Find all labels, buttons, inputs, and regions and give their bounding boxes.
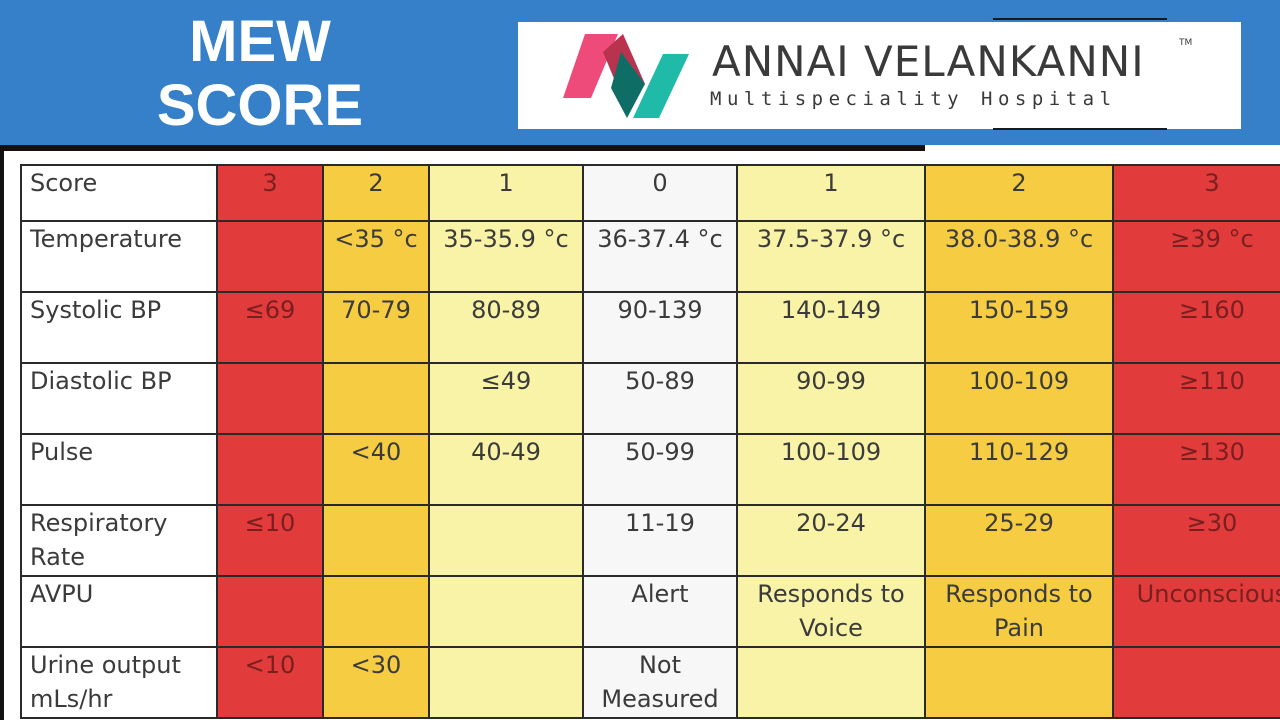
table-cell: 50-89 [582,362,738,435]
header-cell: 1 [736,164,926,222]
table-row: Diastolic BP ≤49 50-89 90-99 100-109 ≥11… [20,362,1280,435]
table-cell [736,646,926,719]
table-cell [216,362,324,435]
row-label: Systolic BP [20,291,218,364]
table-cell: ≤69 [216,291,324,364]
table-cell: 150-159 [924,291,1114,364]
table-cell: <35 °c [322,220,430,293]
table-cell [1112,646,1280,719]
table-cell [216,220,324,293]
row-label: Temperature [20,220,218,293]
table-cell: 90-139 [582,291,738,364]
header-cell: 3 [1112,164,1280,222]
table-cell: 37.5-37.9 °c [736,220,926,293]
table-cell: 38.0-38.9 °c [924,220,1114,293]
table-cell [322,575,430,648]
table-cell: 35-35.9 °c [428,220,584,293]
header-cell: 0 [582,164,738,222]
title-line-1: MEW [189,9,331,74]
table-cell: 40-49 [428,433,584,506]
table-cell [322,504,430,577]
table-cell: Unconscious [1112,575,1280,648]
panel-border-top [0,145,925,151]
table-cell: ≥130 [1112,433,1280,506]
row-label: Diastolic BP [20,362,218,435]
row-label: AVPU [20,575,218,648]
table-cell: 100-109 [736,433,926,506]
page-title: MEW SCORE [130,10,390,138]
logo-rule-bottom [993,128,1167,130]
title-line-2: SCORE [156,73,364,138]
table-cell: 80-89 [428,291,584,364]
table-cell: 20-24 [736,504,926,577]
table-cell [428,504,584,577]
row-label: Urine output mLs/hr [20,646,218,719]
table-cell: 90-99 [736,362,926,435]
table-cell: 25-29 [924,504,1114,577]
table-row: Urine output mLs/hr <10 <30 Not Measured [20,646,1280,719]
table-cell: Alert [582,575,738,648]
header-cell: 2 [322,164,430,222]
table-cell [428,646,584,719]
table-cell: 50-99 [582,433,738,506]
table-cell: ≥110 [1112,362,1280,435]
table-row: Pulse <40 40-49 50-99 100-109 110-129 ≥1… [20,433,1280,506]
table-cell [216,433,324,506]
hospital-logo: ANNAI VELANKANNI TM Multispeciality Hosp… [518,22,1241,129]
header-cell: 3 [216,164,324,222]
table-cell [428,575,584,648]
table-cell: ≥30 [1112,504,1280,577]
hospital-name: ANNAI VELANKANNI [712,37,1145,86]
header-cell: 2 [924,164,1114,222]
mew-score-table: Score 3 2 1 0 1 2 3 Temperature <35 °c 3… [20,164,1280,719]
trademark-symbol: TM [1179,38,1193,48]
table-cell: ≤49 [428,362,584,435]
table-cell: 11-19 [582,504,738,577]
table-cell: 110-129 [924,433,1114,506]
panel-border-left [0,145,4,720]
table-cell: ≥160 [1112,291,1280,364]
header-cell: 1 [428,164,584,222]
hospital-subtitle: Multispeciality Hospital [710,88,1117,110]
row-label: Respiratory Rate [20,504,218,577]
table-row: Temperature <35 °c 35-35.9 °c 36-37.4 °c… [20,220,1280,293]
table-cell: 70-79 [322,291,430,364]
table-cell: Responds to Pain [924,575,1114,648]
table-cell: Responds to Voice [736,575,926,648]
table-header-row: Score 3 2 1 0 1 2 3 [20,164,1280,222]
header-cell: Score [20,164,218,222]
table-cell: ≤10 [216,504,324,577]
table-cell: 140-149 [736,291,926,364]
hospital-logo-mark-icon [563,34,689,118]
table-cell: <10 [216,646,324,719]
table-cell: <40 [322,433,430,506]
table-cell [322,362,430,435]
table-cell [216,575,324,648]
logo-rule-top [993,18,1167,20]
table-cell: 36-37.4 °c [582,220,738,293]
table-cell: <30 [322,646,430,719]
table-cell [924,646,1114,719]
table-row: AVPU Alert Responds to Voice Responds to… [20,575,1280,648]
row-label: Pulse [20,433,218,506]
table-cell: 100-109 [924,362,1114,435]
table-cell: ≥39 °c [1112,220,1280,293]
table-row: Systolic BP ≤69 70-79 80-89 90-139 140-1… [20,291,1280,364]
table-row: Respiratory Rate ≤10 11-19 20-24 25-29 ≥… [20,504,1280,577]
table-cell: Not Measured [582,646,738,719]
